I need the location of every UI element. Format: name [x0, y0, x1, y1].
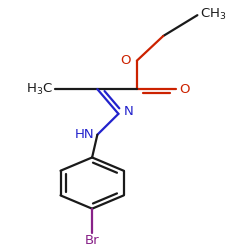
Text: H$_3$C: H$_3$C [26, 82, 53, 97]
Text: Br: Br [85, 234, 100, 247]
Text: N: N [124, 106, 134, 118]
Text: CH$_3$: CH$_3$ [200, 7, 226, 22]
Text: O: O [120, 54, 130, 67]
Text: O: O [179, 83, 190, 96]
Text: HN: HN [75, 128, 95, 141]
